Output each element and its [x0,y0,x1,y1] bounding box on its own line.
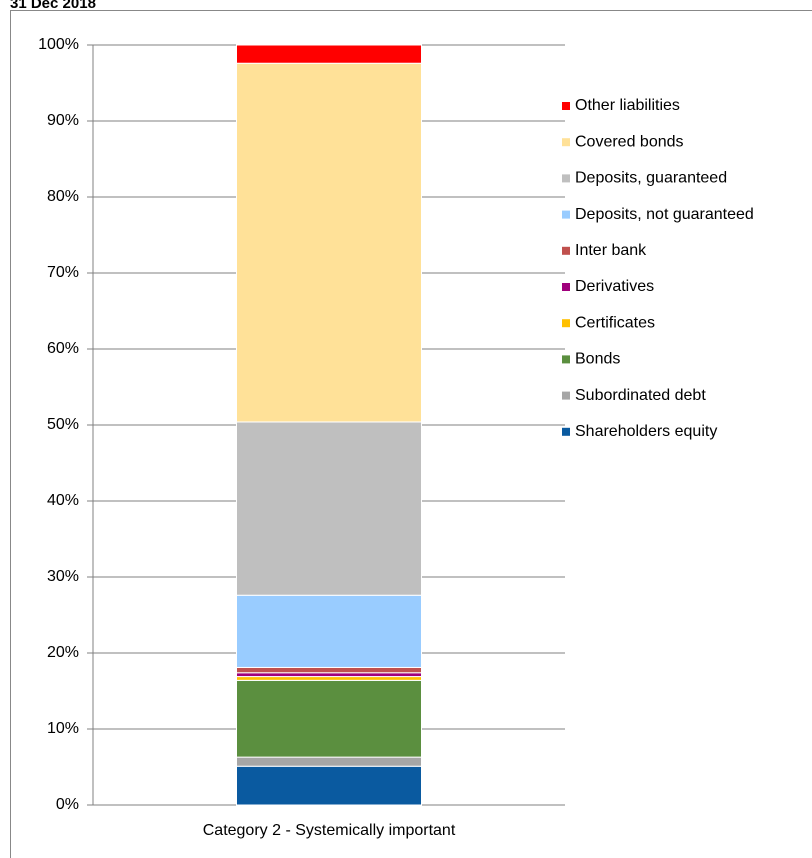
x-tick-label: Category 2 - Systemically important [203,822,456,839]
legend-label: Other liabilities [575,97,680,114]
y-tick-label: 60% [47,340,79,357]
y-tick-label: 0% [56,796,79,813]
y-tick-label: 80% [47,188,79,205]
bar-segment [236,62,422,423]
legend-swatch [562,102,570,110]
bar-segment [236,679,422,758]
y-tick-label: 20% [47,644,79,661]
legend-label: Derivatives [575,278,654,295]
legend-label: Shareholders equity [575,423,717,440]
legend-swatch [562,283,570,291]
legend-swatch [562,355,570,364]
legend-label: Certificates [575,314,655,331]
legend-swatch [562,319,570,328]
bar-segment [236,594,422,668]
bar-segment [236,44,422,64]
y-tick-label: 40% [47,492,79,509]
legend-swatch [562,138,570,147]
bar-segment [236,765,422,806]
legend-label: Bonds [575,351,620,368]
legend-swatch [562,210,570,219]
bar-segment [236,672,422,678]
y-tick-label: 100% [38,36,79,53]
y-tick-label: 30% [47,568,79,585]
legend-label: Subordinated debt [575,387,706,404]
legend-label: Deposits, not guaranteed [575,206,754,223]
chart-border [10,10,812,858]
legend-label: Deposits, guaranteed [575,170,727,187]
bar-segment [236,666,422,674]
legend-swatch [562,174,570,183]
y-tick-label: 50% [47,416,79,433]
y-tick-label: 70% [47,264,79,281]
legend-swatch [562,391,570,400]
bar-segment [236,421,422,596]
legend-swatch [562,427,570,436]
bar-segment [236,756,422,767]
legend-label: Inter bank [575,242,647,259]
legend-swatch [562,246,570,255]
bar-segment [236,676,422,681]
chart-title: 31 Dec 2018 [10,0,96,12]
y-tick-label: 10% [47,720,79,737]
legend-label: Covered bonds [575,133,684,150]
y-tick-label: 90% [47,112,79,129]
